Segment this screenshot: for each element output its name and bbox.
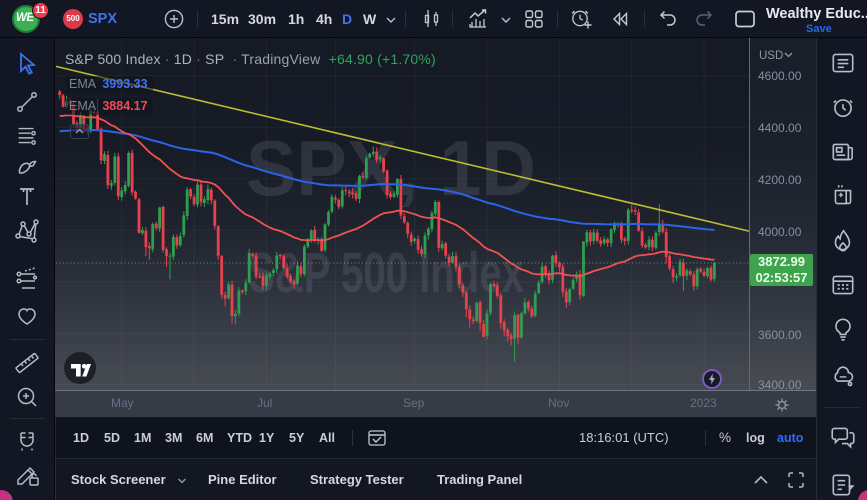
svg-text:S&P 500 Index: S&P 500 Index xyxy=(248,241,524,305)
svg-text:USD: USD xyxy=(759,50,783,62)
